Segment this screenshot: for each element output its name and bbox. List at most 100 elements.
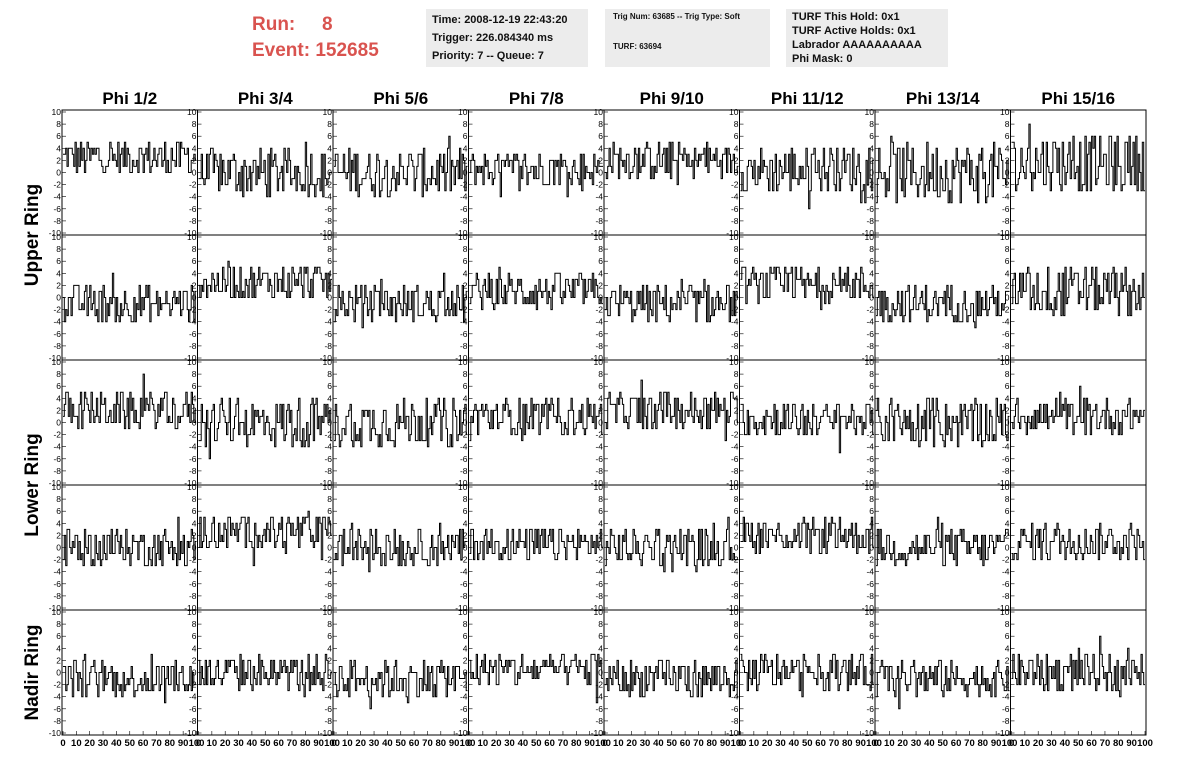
y-tick-label: -2 (1002, 680, 1010, 690)
y-tick-label: -10 (591, 353, 604, 363)
y-tick-label: -8 (866, 716, 874, 726)
y-tick-label: -2 (324, 180, 332, 190)
column-header: Phi 15/16 (1041, 89, 1115, 108)
x-tick-label: 90 (178, 738, 189, 749)
y-tick-label: 10 (458, 107, 468, 117)
y-tick-label: -2 (866, 430, 874, 440)
y-tick-label: -2 (460, 430, 468, 440)
y-tick-label: 6 (56, 506, 61, 516)
y-tick-label: 0 (1005, 668, 1010, 678)
waveform-trace (605, 141, 739, 186)
waveform-trace (334, 397, 468, 448)
y-tick-label: -10 (726, 228, 739, 238)
y-tick-label: -8 (189, 341, 197, 351)
y-tick-label: -6 (1002, 579, 1010, 589)
y-tick-label: 4 (56, 143, 61, 153)
x-tick-label: 50 (802, 738, 813, 749)
y-tick-label: 6 (1005, 131, 1010, 141)
y-tick-label: -10 (455, 228, 468, 238)
x-tick-label: 90 (720, 738, 731, 749)
y-tick-label: 4 (56, 393, 61, 403)
y-tick-label: -4 (1002, 442, 1010, 452)
x-tick-label: 90 (855, 738, 866, 749)
labrador-text: Labrador AAAAAAAAAA (792, 39, 922, 51)
plot-frame (603, 484, 740, 611)
y-tick-label: 2 (869, 530, 874, 540)
y-tick-label: -8 (866, 341, 874, 351)
y-tick-label: -4 (189, 567, 197, 577)
y-tick-label: 6 (734, 506, 739, 516)
y-tick-label: 0 (463, 543, 468, 553)
y-tick-label: -6 (324, 329, 332, 339)
x-tick-label: 100 (324, 738, 340, 749)
turf-this-hold-text: TURF This Hold: 0x1 (792, 11, 900, 23)
waveform-trace (198, 141, 332, 198)
y-tick-label: 2 (598, 280, 603, 290)
y-tick-label: 4 (598, 143, 603, 153)
y-tick-label: 2 (327, 530, 332, 540)
x-tick-label: 80 (436, 738, 447, 749)
y-tick-label: 4 (192, 643, 197, 653)
y-tick-label: -10 (455, 603, 468, 613)
x-tick-label: 50 (124, 738, 135, 749)
y-tick-label: 0 (598, 543, 603, 553)
y-tick-label: 8 (734, 119, 739, 129)
y-tick-label: 0 (734, 668, 739, 678)
y-tick-label: 8 (192, 244, 197, 254)
column-header: Phi 3/4 (238, 89, 293, 108)
x-tick-label: 70 (964, 738, 975, 749)
y-tick-label: 0 (56, 293, 61, 303)
y-tick-label: 4 (869, 643, 874, 653)
y-tick-label: -2 (53, 180, 61, 190)
y-tick-label: 0 (192, 668, 197, 678)
y-tick-label: -4 (53, 567, 61, 577)
y-tick-label: 2 (192, 530, 197, 540)
x-tick-label: 30 (911, 738, 922, 749)
y-tick-label: 8 (463, 619, 468, 629)
waveform-trace (63, 653, 197, 704)
y-tick-label: 10 (729, 357, 739, 367)
y-tick-label: 10 (323, 482, 333, 492)
y-tick-label: 6 (1005, 631, 1010, 641)
y-tick-label: 8 (192, 369, 197, 379)
y-tick-label: 6 (598, 381, 603, 391)
waveform-trace (334, 659, 468, 710)
y-tick-label: -10 (591, 603, 604, 613)
y-tick-label: -10 (49, 353, 62, 363)
x-tick-label: 20 (897, 738, 908, 749)
x-tick-label: 50 (395, 738, 406, 749)
column-header: Phi 13/14 (906, 89, 980, 108)
waveform-trace (740, 266, 874, 311)
y-tick-label: 8 (734, 244, 739, 254)
column-header: Phi 7/8 (509, 89, 564, 108)
y-tick-label: 2 (598, 405, 603, 415)
y-tick-label: 0 (192, 168, 197, 178)
x-tick-label: 40 (653, 738, 664, 749)
x-tick-label: 50 (937, 738, 948, 749)
x-tick-label: 70 (1100, 738, 1111, 749)
y-tick-label: -10 (320, 728, 333, 738)
y-tick-label: 8 (327, 244, 332, 254)
plot-frame (874, 359, 1011, 486)
plot-frame (1010, 359, 1147, 486)
y-tick-label: -2 (324, 305, 332, 315)
waveform-trace (1011, 635, 1145, 698)
y-tick-label: -2 (595, 305, 603, 315)
y-tick-label: 6 (869, 131, 874, 141)
y-tick-label: -4 (324, 567, 332, 577)
y-tick-label: 2 (598, 155, 603, 165)
y-tick-label: 4 (869, 518, 874, 528)
y-tick-label: 2 (1005, 155, 1010, 165)
y-tick-label: 0 (1005, 293, 1010, 303)
y-tick-label: -10 (320, 228, 333, 238)
y-tick-label: 8 (869, 494, 874, 504)
y-tick-label: 2 (192, 655, 197, 665)
y-tick-label: -4 (460, 192, 468, 202)
y-tick-label: 6 (869, 381, 874, 391)
y-tick-label: 0 (463, 418, 468, 428)
x-tick-label: 30 (775, 738, 786, 749)
y-tick-label: 6 (734, 631, 739, 641)
y-tick-label: -4 (731, 317, 739, 327)
waveform-trace (1011, 266, 1145, 317)
x-tick-label: 80 (571, 738, 582, 749)
